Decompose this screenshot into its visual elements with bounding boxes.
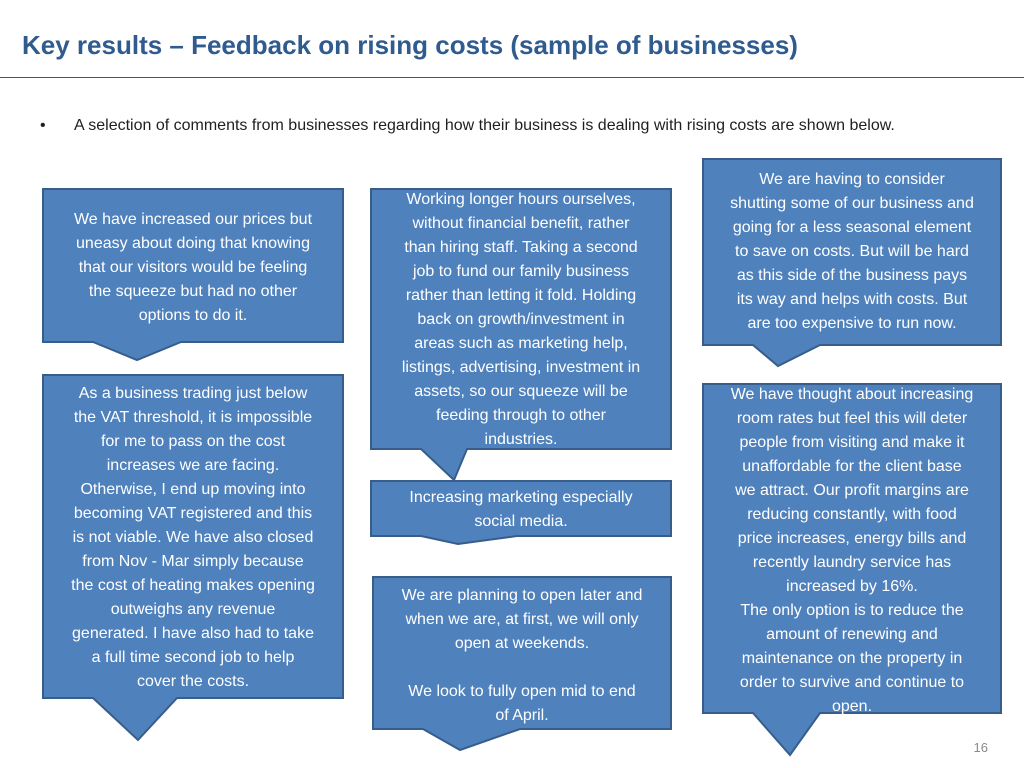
comment-text: We are having to consider shutting some …	[730, 171, 974, 332]
comment-callout-prices: We have increased our prices but uneasy …	[42, 188, 344, 362]
comment-text: Increasing marketing especially social m…	[409, 489, 633, 530]
comment-callout-shutting: We are having to consider shutting some …	[702, 158, 1002, 368]
comment-callout-vat: As a business trading just below the VAT…	[42, 374, 344, 742]
callout-shape	[370, 480, 672, 546]
callout-shape	[370, 188, 672, 482]
callout-shape	[702, 383, 1002, 757]
comment-text: We have increased our prices but uneasy …	[73, 211, 313, 324]
comment-text: We are planning to open later and when w…	[401, 587, 643, 724]
comment-callout-marketing: Increasing marketing especially social m…	[370, 480, 672, 546]
title-divider	[0, 77, 1024, 78]
callout-shape	[372, 576, 672, 752]
slide-title: Key results – Feedback on rising costs (…	[22, 30, 798, 60]
comment-callout-open-later: We are planning to open later and when w…	[372, 576, 672, 752]
callout-shape	[702, 158, 1002, 368]
page-number: 16	[973, 740, 988, 755]
comment-text: As a business trading just below the VAT…	[71, 385, 315, 690]
intro-text: A selection of comments from businesses …	[74, 117, 895, 134]
comment-callout-longer-hours: Working longer hours ourselves, without …	[370, 188, 672, 482]
comment-text: Working longer hours ourselves, without …	[401, 191, 641, 448]
callout-shape	[42, 374, 344, 742]
bullet-marker: •	[40, 117, 46, 134]
comment-callout-room-rates: We have thought about increasing room ra…	[702, 383, 1002, 757]
callout-shape	[42, 188, 344, 362]
comment-text: We have thought about increasing room ra…	[730, 386, 974, 715]
